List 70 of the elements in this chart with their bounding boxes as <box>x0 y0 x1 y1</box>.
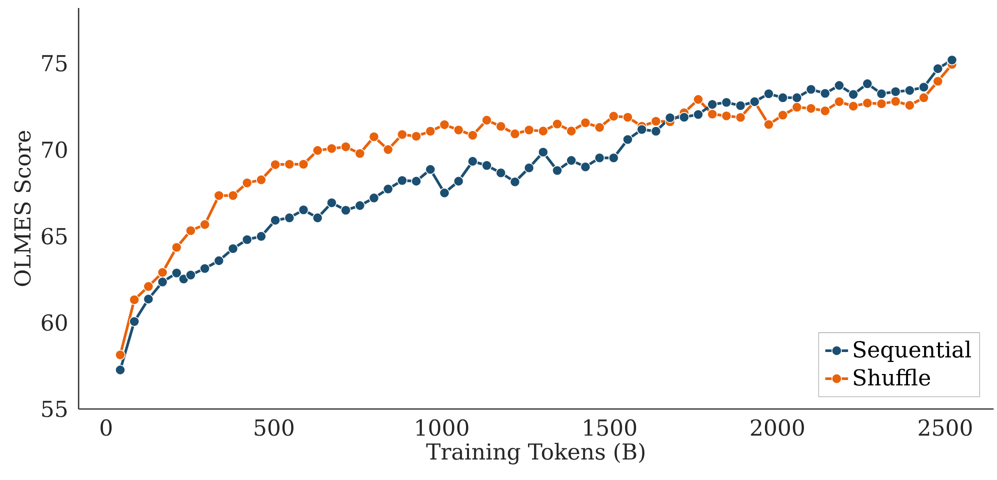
point <box>143 281 154 292</box>
point <box>186 225 196 236</box>
point <box>707 108 718 120</box>
point <box>862 98 873 108</box>
y-axis-title: OLMES Score <box>14 130 31 286</box>
point <box>594 122 605 133</box>
point <box>848 100 858 112</box>
point <box>382 144 394 155</box>
x-tick-label: 500 <box>254 419 294 436</box>
x-axis-title: Training Tokens (B) <box>426 442 644 464</box>
point <box>580 118 591 128</box>
point <box>820 106 830 116</box>
point <box>270 159 280 170</box>
point <box>792 102 802 112</box>
legend-label: Shuffle <box>854 368 930 386</box>
y-tick-label: 60 <box>42 314 67 331</box>
legend-label: Sequential <box>854 340 971 362</box>
point <box>214 190 224 201</box>
point <box>256 174 266 186</box>
point <box>918 92 929 103</box>
point <box>453 124 464 136</box>
point <box>510 128 520 140</box>
point <box>764 119 774 130</box>
point <box>735 112 746 123</box>
point <box>411 131 422 142</box>
point <box>396 129 408 140</box>
point <box>439 119 450 130</box>
point <box>115 350 126 360</box>
point <box>834 96 844 107</box>
point <box>171 242 182 253</box>
point <box>200 219 210 230</box>
point <box>721 110 732 122</box>
x-tick-label: 2500 <box>918 419 972 436</box>
point <box>650 116 662 126</box>
point <box>228 190 238 201</box>
point <box>354 148 366 159</box>
point <box>496 121 506 132</box>
y-tick-label: 65 <box>42 228 67 244</box>
point <box>622 112 633 122</box>
point <box>806 103 816 114</box>
x-tick-label: 2000 <box>750 419 804 436</box>
point <box>467 130 478 140</box>
point <box>552 118 562 130</box>
point <box>608 111 619 122</box>
point <box>312 145 323 156</box>
point <box>368 132 380 142</box>
point <box>242 178 252 188</box>
y-tick-label: 75 <box>42 55 67 72</box>
point <box>693 94 704 105</box>
point <box>876 98 887 109</box>
point <box>157 267 168 278</box>
point <box>778 110 788 120</box>
y-tick-label: 70 <box>42 141 67 158</box>
x-tick-label: 1000 <box>416 419 468 436</box>
point <box>566 126 577 136</box>
point <box>129 294 140 305</box>
point <box>298 159 309 170</box>
point <box>890 96 901 107</box>
y-tick-label: 55 <box>42 400 67 418</box>
point <box>326 143 337 154</box>
point <box>932 76 944 86</box>
point <box>904 100 915 111</box>
x-tick-label: 0 <box>100 419 112 436</box>
point <box>340 142 351 152</box>
point <box>538 126 548 136</box>
point <box>524 124 534 136</box>
x-tick-label: 1500 <box>584 419 636 436</box>
point <box>425 126 436 136</box>
point <box>482 114 492 126</box>
point <box>284 159 295 170</box>
